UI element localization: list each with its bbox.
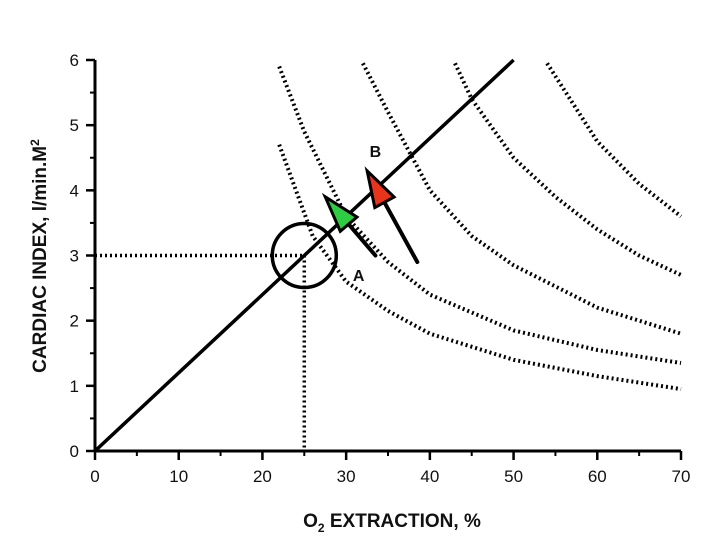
annotation-label-a: A bbox=[353, 268, 365, 285]
y-tick-label: 3 bbox=[70, 247, 79, 266]
arrow-head-0 bbox=[321, 192, 360, 234]
arrows bbox=[321, 166, 420, 265]
x-tick-label: 40 bbox=[420, 467, 439, 486]
reference-circle bbox=[270, 221, 339, 290]
x-tick-label: 0 bbox=[90, 467, 99, 486]
axes bbox=[93, 60, 681, 453]
annotations: AB bbox=[353, 144, 381, 285]
ticks: 0 10 20 30 40 50 60 70 0 1 2 3 4 5 6 bbox=[70, 51, 691, 486]
plot-series bbox=[93, 58, 683, 453]
x-tick-label: 30 bbox=[337, 467, 356, 486]
arrow-shaft-1 bbox=[380, 196, 420, 265]
y-tick-label: 1 bbox=[70, 377, 79, 396]
y-axis-title: CARDIAC INDEX, l/min.M2 bbox=[28, 139, 51, 373]
x-tick-label: 60 bbox=[588, 467, 607, 486]
x-tick-label: 10 bbox=[169, 467, 188, 486]
y-tick-label: 0 bbox=[70, 442, 79, 461]
x-tick-label: 50 bbox=[504, 467, 523, 486]
annotation-label-b: B bbox=[370, 144, 382, 161]
dotted-curve-3 bbox=[361, 62, 682, 336]
y-tick-label: 2 bbox=[70, 312, 79, 331]
x-tick-label: 20 bbox=[253, 467, 272, 486]
arrow-shaft-0 bbox=[344, 219, 378, 258]
x-axis-title: O2 EXTRACTION, % bbox=[303, 511, 481, 535]
reference-lines bbox=[95, 221, 339, 451]
y-tick-label: 5 bbox=[70, 116, 79, 135]
y-tick-label: 6 bbox=[70, 51, 79, 70]
dotted-curve-1 bbox=[277, 144, 682, 392]
arrow-head-1 bbox=[364, 166, 397, 210]
dotted-curve-4 bbox=[453, 62, 682, 277]
dotted-curve-5 bbox=[545, 62, 683, 218]
x-tick-label: 70 bbox=[672, 467, 691, 486]
dotted-curve-2 bbox=[277, 65, 682, 365]
y-tick-label: 4 bbox=[70, 181, 79, 200]
